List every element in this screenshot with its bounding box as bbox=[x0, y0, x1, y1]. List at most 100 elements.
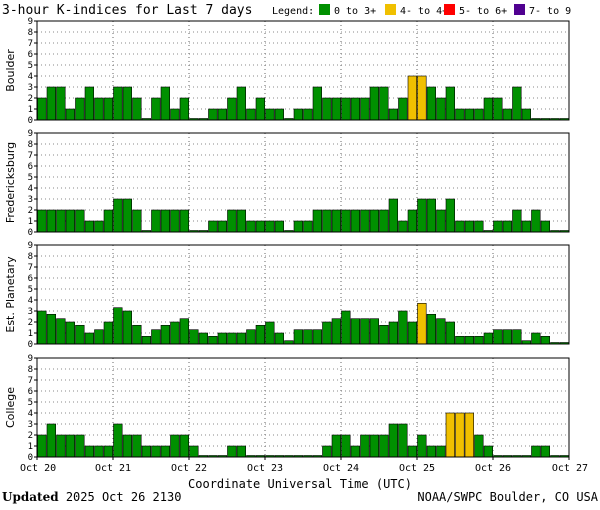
k-index-bar bbox=[493, 220, 503, 233]
k-index-bar bbox=[113, 86, 123, 121]
k-index-bar bbox=[388, 423, 398, 458]
y-tick-label: 7 bbox=[28, 151, 33, 161]
updated-timestamp: Updated 2025 Oct 26 2130 bbox=[2, 490, 181, 504]
k-index-bar bbox=[436, 445, 446, 458]
legend-item-label: 4- to 4+ bbox=[400, 6, 448, 17]
k-index-bar bbox=[322, 97, 332, 121]
k-index-bar bbox=[455, 220, 465, 233]
k-index-bar bbox=[122, 434, 132, 458]
k-index-bar bbox=[388, 321, 398, 345]
k-index-bar bbox=[426, 445, 436, 458]
y-tick-label: 4 bbox=[28, 296, 33, 306]
k-index-bar bbox=[274, 108, 284, 121]
k-index-bar bbox=[369, 209, 379, 233]
y-tick-label: 3 bbox=[28, 83, 33, 93]
y-tick-label: 1 bbox=[28, 105, 33, 115]
y-tick-label: 0 bbox=[28, 453, 33, 463]
x-tick-label: Oct 27 bbox=[552, 463, 588, 474]
k-index-bar bbox=[445, 321, 455, 345]
legend-swatch bbox=[444, 4, 455, 15]
k-index-bar bbox=[274, 220, 284, 233]
k-index-bar bbox=[293, 220, 303, 233]
k-index-bar bbox=[303, 220, 313, 233]
k-index-bar bbox=[113, 423, 123, 458]
y-tick-label: 9 bbox=[28, 354, 33, 364]
panel-frame bbox=[36, 132, 570, 233]
k-index-bar bbox=[455, 335, 465, 345]
x-tick-label: Oct 23 bbox=[247, 463, 283, 474]
k-index-bar bbox=[341, 209, 351, 233]
k-index-bar bbox=[141, 335, 151, 345]
k-index-bar bbox=[350, 97, 360, 121]
k-index-bar bbox=[531, 445, 541, 458]
panel-frame bbox=[36, 357, 570, 458]
legend-item-label: 7- to 9 bbox=[529, 6, 571, 17]
k-index-bar bbox=[46, 86, 56, 121]
y-tick-label: 4 bbox=[28, 409, 33, 419]
k-index-bar bbox=[512, 86, 522, 121]
k-index-bar bbox=[502, 108, 512, 121]
k-index-bar bbox=[521, 220, 531, 233]
k-index-bar bbox=[350, 318, 360, 345]
y-tick-label: 8 bbox=[28, 28, 33, 38]
k-index-bar bbox=[132, 209, 142, 233]
k-index-bar bbox=[65, 321, 75, 345]
k-index-bar bbox=[151, 445, 161, 458]
y-tick-label: 5 bbox=[28, 398, 33, 408]
k-index-bar bbox=[46, 209, 56, 233]
k-index-bar bbox=[141, 445, 151, 458]
k-index-bar bbox=[436, 318, 446, 345]
k-index-bar bbox=[398, 423, 408, 458]
y-tick-label: 4 bbox=[28, 184, 33, 194]
k-index-bar bbox=[312, 209, 322, 233]
k-index-bar bbox=[379, 86, 389, 121]
k-index-bar bbox=[103, 445, 113, 458]
k-index-bar bbox=[341, 310, 351, 345]
k-index-bar bbox=[179, 209, 189, 233]
k-index-bar bbox=[322, 209, 332, 233]
k-index-bar bbox=[312, 329, 322, 345]
k-index-bar bbox=[217, 108, 227, 121]
k-index-bar bbox=[274, 332, 284, 345]
y-tick-label: 9 bbox=[28, 129, 33, 139]
k-index-bar bbox=[445, 412, 455, 458]
k-index-bar bbox=[94, 220, 104, 233]
y-tick-label: 8 bbox=[28, 140, 33, 150]
k-index-bar bbox=[75, 97, 85, 121]
k-index-bar bbox=[531, 332, 541, 345]
k-index-bar bbox=[474, 434, 484, 458]
y-tick-label: 5 bbox=[28, 173, 33, 183]
k-index-bar bbox=[521, 108, 531, 121]
k-index-bar bbox=[227, 97, 237, 121]
k-index-bar bbox=[445, 86, 455, 121]
legend-label: Legend: bbox=[272, 6, 314, 17]
k-index-bar bbox=[483, 445, 493, 458]
k-index-bar bbox=[132, 434, 142, 458]
k-index-bar bbox=[113, 198, 123, 233]
k-index-bar bbox=[464, 335, 474, 345]
k-index-bar bbox=[56, 434, 66, 458]
k-index-bar bbox=[531, 209, 541, 233]
k-index-bar bbox=[331, 97, 341, 121]
k-index-bar bbox=[417, 302, 427, 345]
k-index-bar bbox=[37, 209, 47, 233]
k-index-bar bbox=[236, 445, 246, 458]
k-index-bar bbox=[65, 209, 75, 233]
k-index-bar bbox=[369, 434, 379, 458]
k-index-bar bbox=[369, 86, 379, 121]
k-index-bar bbox=[236, 209, 246, 233]
k-index-bar bbox=[398, 310, 408, 345]
k-index-bar bbox=[388, 198, 398, 233]
y-tick-label: 0 bbox=[28, 228, 33, 238]
legend-swatch bbox=[514, 4, 525, 15]
k-index-bar bbox=[493, 329, 503, 345]
x-axis-label: Coordinate Universal Time (UTC) bbox=[188, 477, 412, 491]
k-index-bar bbox=[360, 97, 370, 121]
k-index-bar bbox=[160, 445, 170, 458]
k-index-bar bbox=[236, 86, 246, 121]
x-tick-label: Oct 22 bbox=[171, 463, 207, 474]
k-index-bar bbox=[426, 86, 436, 121]
